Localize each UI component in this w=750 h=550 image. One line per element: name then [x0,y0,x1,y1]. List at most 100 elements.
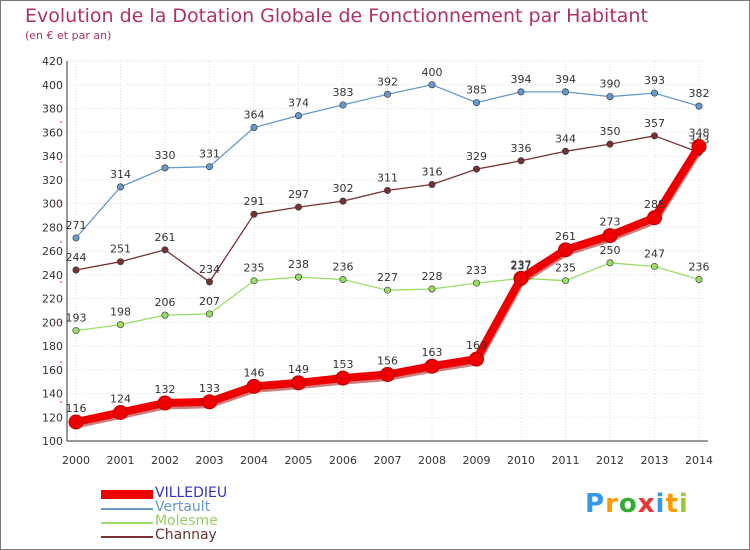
legend-label-vertault: Vertault [155,499,211,515]
data-point-villedieu [469,351,484,367]
y-tick-label: 260 [42,245,63,258]
logo-letter: i [678,489,689,519]
data-point-channay [161,246,169,254]
legend-item-vertault: Vertault [101,499,321,515]
x-tick-label: 2005 [285,454,313,467]
data-point-channay [517,157,525,165]
data-point-channay [72,266,80,274]
legend-label-channay: Channay [155,527,217,543]
data-label-channay: 302 [333,182,354,195]
data-label-villedieu: 116 [66,402,87,415]
logo-letter: r [605,489,619,519]
data-label-molesme: 247 [644,247,665,260]
data-label-channay: 311 [377,171,398,184]
y-tick-label: 220 [42,293,63,306]
logo-letter: i [655,489,666,519]
data-point-molesme [72,327,80,335]
legend-swatch-channay [101,536,153,538]
data-label-channay: 251 [110,243,131,256]
data-point-vertault [206,163,214,171]
data-point-vertault [117,183,125,191]
data-label-vertault: 394 [511,73,532,86]
data-label-vertault: 393 [644,74,665,87]
data-point-channay [428,181,436,189]
y-tick-label: 320 [42,174,63,187]
data-label-channay: 234 [199,263,220,276]
data-label-channay: 244 [66,251,87,264]
x-tick-label: 2002 [151,454,179,467]
data-label-channay: 350 [600,125,621,138]
data-label-molesme: 198 [110,306,131,319]
data-label-villedieu: 132 [155,383,176,396]
data-label-molesme: 206 [155,296,176,309]
data-point-channay [250,210,258,218]
data-label-villedieu: 261 [555,230,576,243]
y-tick-label: 140 [42,388,63,401]
y-tick-label: 160 [42,364,63,377]
data-label-molesme: 207 [199,295,220,308]
data-label-villedieu: 169 [466,339,487,352]
y-tick-label: 360 [42,126,63,139]
data-point-channay [650,132,658,140]
data-label-channay: 316 [422,166,443,179]
x-tick-label: 2014 [685,454,713,467]
data-label-molesme: 236 [689,261,710,274]
y-tick-label: 340 [42,150,63,163]
data-point-villedieu [157,395,173,411]
logo-letter: t [665,489,679,519]
data-point-villedieu [691,139,707,154]
data-label-villedieu: 133 [199,382,220,395]
data-point-villedieu [647,210,662,226]
legend-label-molesme: Molesme [155,513,218,529]
data-label-vertault: 330 [155,149,176,162]
data-point-channay [117,258,125,266]
data-label-villedieu: 288 [644,198,665,211]
data-label-channay: 297 [288,188,309,201]
data-point-vertault [472,99,480,107]
data-label-vertault: 331 [199,148,220,161]
data-label-vertault: 394 [555,73,576,86]
y-tick-label: 280 [42,221,63,234]
data-label-vertault: 383 [333,86,354,99]
data-label-molesme: 228 [422,270,443,283]
data-label-molesme: 250 [600,244,621,257]
data-point-villedieu [202,394,217,410]
x-tick-label: 2010 [507,454,535,467]
legend-swatch-vertault [101,508,153,510]
data-point-molesme [117,321,125,329]
data-point-molesme [161,311,169,319]
chart-title: Evolution de la Dotation Globale de Fonc… [25,5,648,27]
y-tick-label: 240 [42,269,63,282]
data-label-molesme: 233 [466,264,487,277]
data-label-channay: 344 [555,132,576,145]
data-point-villedieu [424,358,440,374]
data-point-vertault [72,234,80,242]
data-point-vertault [383,90,391,98]
x-tick-label: 2006 [329,454,357,467]
data-point-vertault [650,89,658,97]
x-tick-label: 2012 [596,454,624,467]
x-tick-label: 2007 [374,454,402,467]
data-point-channay [606,140,614,148]
data-label-channay: 261 [155,231,176,244]
data-point-molesme [650,262,658,270]
proxiti-logo: Proxiti [585,489,695,525]
data-point-channay [561,147,569,155]
data-label-channay: 357 [644,117,665,130]
data-point-channay [294,203,302,211]
data-label-vertault: 382 [689,87,710,100]
x-tick-label: 2001 [107,454,135,467]
legend-label-villedieu: VILLEDIEU [155,485,228,501]
data-point-molesme [383,286,391,294]
data-label-channay: 291 [244,195,265,208]
data-point-villedieu [113,405,128,420]
data-point-molesme [206,310,214,318]
logo-letter: o [618,489,638,519]
data-point-molesme [339,275,347,283]
y-tick-label: 380 [42,103,63,116]
y-tick-label: 300 [42,198,63,211]
data-label-vertault: 314 [110,168,131,181]
y-tick-label: 120 [42,411,63,424]
